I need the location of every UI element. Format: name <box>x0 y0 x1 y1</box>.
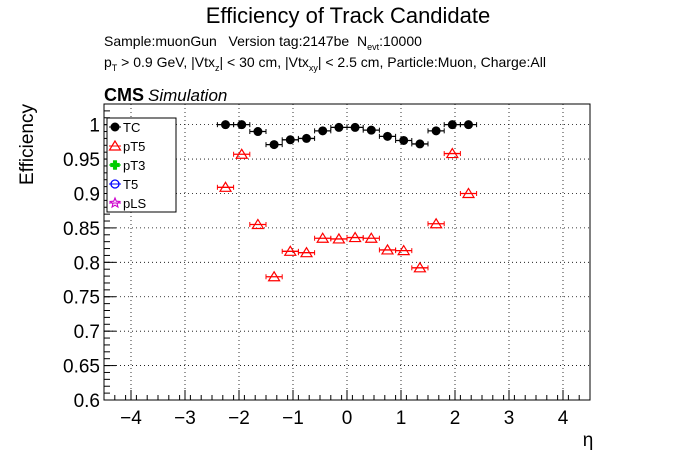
tc-data-point <box>431 126 441 136</box>
pt5-data-point <box>364 232 378 243</box>
cms-simulation-label: CMS Simulation <box>104 85 227 106</box>
legend-tc-marker <box>110 122 120 132</box>
vtxxy-cut-text: | < 2.5 cm, Particle:Muon, Charge:All <box>317 54 546 70</box>
nevt-label: N <box>356 33 368 49</box>
legend: TC pT5 pT3 T5 pLS <box>106 117 177 213</box>
x-tick-label: −4 <box>120 408 142 429</box>
tc-data-point <box>399 135 409 145</box>
legend-tc-label: TC <box>123 120 140 135</box>
pt5-data-point <box>299 246 314 258</box>
nevt-value: :10000 <box>379 33 422 49</box>
vtxz-cut-text: | < 30 cm, |Vtx <box>219 54 309 70</box>
sample-label: Sample:muonGun <box>104 33 217 49</box>
pt5-data-point <box>461 187 476 199</box>
grid-lines <box>104 104 590 401</box>
pt5-data-point <box>397 244 411 256</box>
y-tick-label: 0.6 <box>74 391 100 412</box>
legend-t5-label: T5 <box>123 177 138 192</box>
simulation-label: Simulation <box>148 86 228 105</box>
chart-title: Efficiency of Track Candidate <box>205 3 491 28</box>
tc-data-point <box>350 122 360 132</box>
y-tick-label: 0.9 <box>74 184 100 205</box>
tc-data-point <box>221 120 230 130</box>
pt-cut-text: > 0.9 GeV, |Vtx <box>117 54 215 70</box>
pt5-data-point <box>251 218 265 230</box>
pt5-data-point <box>348 231 362 243</box>
y-tick-label: 0.8 <box>74 253 100 274</box>
y-tick-label: 0.95 <box>63 150 100 171</box>
pt-subscript: T <box>111 63 118 73</box>
pt5-data-point <box>429 217 443 229</box>
tc-data-point <box>464 120 473 130</box>
x-tick-label: 4 <box>558 408 569 429</box>
pt5-data-point <box>316 232 330 243</box>
y-axis-label: Efficiency <box>17 104 38 185</box>
legend-pt5-marker <box>108 139 122 151</box>
pt-symbol: p <box>104 54 112 70</box>
tc-data-point <box>285 135 295 145</box>
pt5-data-point <box>283 245 297 256</box>
sample-info-line: Sample:muonGun Version tag:2147be Nevt:1… <box>104 33 422 52</box>
tc-data-point <box>415 139 425 149</box>
x-tick-label: 3 <box>504 408 515 429</box>
x-tick-label: 1 <box>396 408 407 429</box>
tc-data-point <box>302 133 311 143</box>
tc-data-point <box>366 125 376 135</box>
tc-data-point <box>383 131 392 141</box>
x-tick-label: −3 <box>174 408 196 429</box>
x-tick-label: −2 <box>228 408 250 429</box>
tc-data-point <box>237 120 247 130</box>
legend-pt3-label: pT3 <box>123 158 145 173</box>
tc-data-point <box>253 127 263 137</box>
legend-pt3-marker <box>110 160 120 170</box>
tc-data-point <box>447 120 457 130</box>
pt5-data-point <box>380 243 395 255</box>
cuts-info-line: pT > 0.9 GeV, |Vtxz| < 30 cm, |Vtxxy| < … <box>104 54 546 73</box>
pt5-data-point <box>218 181 233 192</box>
legend-pls-label: pLS <box>123 196 146 211</box>
axes: −4 −3 −2 −1 0 1 2 3 4 0.6 0.65 0.7 0.75 0.8 0.85 0.9 0.9… <box>63 103 591 429</box>
version-tag-label: Version tag:2147be <box>228 33 350 49</box>
x-tick-label: 2 <box>450 408 461 429</box>
pt5-data-point <box>413 261 427 273</box>
tc-data-point <box>318 126 328 136</box>
x-tick-label: −1 <box>282 408 304 429</box>
y-tick-label: 0.85 <box>63 219 100 240</box>
pt5-data-point <box>332 232 346 244</box>
legend-pls-marker <box>108 196 122 209</box>
legend-pt5-label: pT5 <box>123 139 145 154</box>
y-tick-label: 0.65 <box>63 357 100 378</box>
vtxxy-subscript: xy <box>308 63 318 73</box>
data-markers <box>216 120 478 282</box>
x-axis-label: η <box>583 430 594 451</box>
cms-label: CMS <box>104 85 144 105</box>
nevt-subscript: evt <box>367 42 380 52</box>
vtxz-subscript: z <box>214 63 220 73</box>
y-tick-label: 0.7 <box>74 322 100 343</box>
y-tick-label: 1 <box>89 116 100 137</box>
legend-t5-marker <box>110 179 120 189</box>
tc-data-point <box>334 122 344 132</box>
pt5-data-point <box>267 270 281 282</box>
x-tick-label: 0 <box>342 408 353 429</box>
y-tick-label: 0.75 <box>63 288 100 309</box>
tc-data-point <box>269 140 279 150</box>
pt5-data-point <box>235 148 249 159</box>
pt5-data-point <box>445 147 459 159</box>
